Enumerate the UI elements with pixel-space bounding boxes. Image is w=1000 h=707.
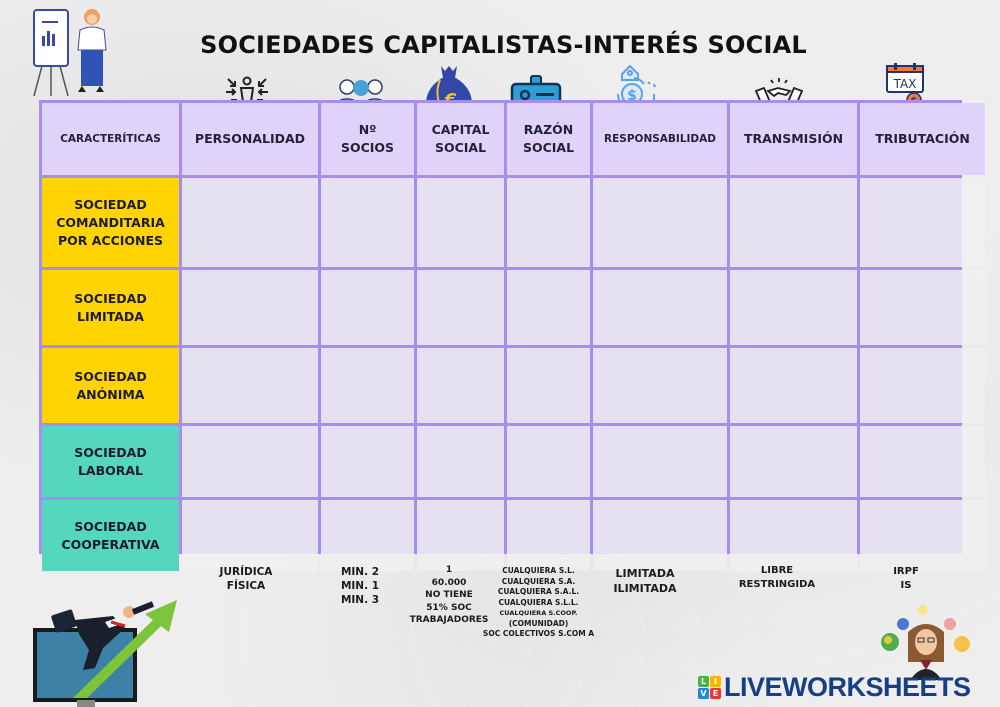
drop-cell-limitada-socios[interactable] bbox=[321, 270, 414, 345]
header-num-socios: Nº SOCIOS bbox=[321, 103, 414, 175]
drop-cell-laboral-responsabilidad[interactable] bbox=[593, 426, 727, 497]
row-label-cooperativa: SOCIEDAD COOPERATIVA bbox=[42, 500, 179, 571]
answer-item[interactable]: SOC COLECTIVOS S.COM A bbox=[482, 629, 595, 638]
drop-cell-limitada-razon[interactable] bbox=[507, 270, 590, 345]
drop-cell-comanditaria-personalidad[interactable] bbox=[182, 178, 318, 267]
drop-cell-laboral-transmision[interactable] bbox=[730, 426, 857, 497]
businessman-growth-illustration bbox=[33, 598, 181, 707]
answer-item[interactable]: (COMUNIDAD) bbox=[508, 618, 569, 628]
answer-bank-razon: CUALQUIERA S.L. CUALQUIERA S.A. CUALQUIE… bbox=[476, 566, 601, 640]
header-razon-social: RAZÓN SOCIAL bbox=[507, 103, 590, 175]
answer-bank-responsabilidad: LIMITADA ILIMITADA bbox=[605, 566, 685, 596]
drop-cell-anonima-razon[interactable] bbox=[507, 348, 590, 423]
header-capital-social: CAPITAL SOCIAL bbox=[417, 103, 504, 175]
answer-item[interactable]: MIN. 1 bbox=[340, 580, 380, 592]
drop-cell-anonima-capital[interactable] bbox=[417, 348, 504, 423]
answer-item[interactable]: NO TIENE bbox=[425, 590, 473, 600]
drop-cell-anonima-responsabilidad[interactable] bbox=[593, 348, 727, 423]
answer-item[interactable]: CUALQUIERA S.L. bbox=[502, 566, 575, 575]
drop-cell-comanditaria-tributacion[interactable] bbox=[860, 178, 985, 267]
drop-cell-laboral-socios[interactable] bbox=[321, 426, 414, 497]
header-personalidad: PERSONALIDAD bbox=[182, 103, 318, 175]
answer-item[interactable]: CUALQUIERA S.COOP. bbox=[499, 609, 578, 617]
answer-bank-socios: MIN. 2 MIN. 1 MIN. 3 bbox=[330, 565, 390, 607]
drop-cell-comanditaria-razon[interactable] bbox=[507, 178, 590, 267]
drop-cell-limitada-transmision[interactable] bbox=[730, 270, 857, 345]
drop-cell-cooperativa-capital[interactable] bbox=[417, 500, 504, 571]
answer-item[interactable]: CUALQUIERA S.L.L. bbox=[498, 597, 579, 607]
drop-cell-cooperativa-socios[interactable] bbox=[321, 500, 414, 571]
drop-cell-laboral-razon[interactable] bbox=[507, 426, 590, 497]
answer-item[interactable]: IS bbox=[900, 580, 912, 591]
answer-bank-tributacion: IRPF IS bbox=[886, 565, 926, 593]
drop-cell-laboral-capital[interactable] bbox=[417, 426, 504, 497]
answer-item[interactable]: LIMITADA bbox=[615, 567, 675, 580]
drop-cell-anonima-transmision[interactable] bbox=[730, 348, 857, 423]
drop-cell-anonima-tributacion[interactable] bbox=[860, 348, 985, 423]
drop-cell-comanditaria-socios[interactable] bbox=[321, 178, 414, 267]
answer-item[interactable]: FÍSICA bbox=[226, 580, 266, 592]
drop-cell-cooperativa-responsabilidad[interactable] bbox=[593, 500, 727, 571]
drop-cell-anonima-personalidad[interactable] bbox=[182, 348, 318, 423]
row-label-anonima: SOCIEDAD ANÓNIMA bbox=[42, 348, 179, 423]
answer-item[interactable]: ILIMITADA bbox=[613, 582, 677, 595]
row-label-laboral: SOCIEDAD LABORAL bbox=[42, 426, 179, 497]
answer-item[interactable]: 60.000 bbox=[431, 577, 467, 588]
drop-cell-cooperativa-transmision[interactable] bbox=[730, 500, 857, 571]
teacher-presentation-illustration bbox=[30, 4, 115, 97]
answer-item[interactable]: CUALQUIERA S.A.L. bbox=[497, 587, 580, 596]
answer-item[interactable]: 51% SOC bbox=[426, 602, 472, 613]
drop-cell-limitada-responsabilidad[interactable] bbox=[593, 270, 727, 345]
drop-cell-laboral-tributacion[interactable] bbox=[860, 426, 985, 497]
comparison-table: CARACTERÍTICAS PERSONALIDAD Nº SOCIOS CA… bbox=[39, 100, 985, 571]
drop-cell-limitada-capital[interactable] bbox=[417, 270, 504, 345]
answer-bank-capital: 1 60.000 NO TIENE 51% SOC TRABAJADORES bbox=[405, 564, 493, 627]
answer-item[interactable]: TRABAJADORES bbox=[409, 615, 489, 625]
header-caracteristicas: CARACTERÍTICAS bbox=[42, 103, 179, 175]
drop-cell-limitada-tributacion[interactable] bbox=[860, 270, 985, 345]
header-responsabilidad: RESPONSABILIDAD bbox=[593, 103, 727, 175]
live-badge-icon: L I V E bbox=[698, 676, 721, 699]
drop-cell-cooperativa-tributacion[interactable] bbox=[860, 500, 985, 571]
header-transmision: TRANSMISIÓN bbox=[730, 103, 857, 175]
answer-item[interactable]: LIBRE bbox=[760, 565, 794, 576]
drop-cell-comanditaria-responsabilidad[interactable] bbox=[593, 178, 727, 267]
answer-item[interactable]: MIN. 3 bbox=[340, 594, 380, 606]
answer-item[interactable]: CUALQUIERA S.A. bbox=[501, 576, 576, 586]
header-tributacion: TRIBUTACIÓN bbox=[860, 103, 985, 175]
row-label-comanditaria: SOCIEDAD COMANDITARIA POR ACCIONES bbox=[42, 178, 179, 267]
drop-cell-anonima-socios[interactable] bbox=[321, 348, 414, 423]
answer-item[interactable]: IRPF bbox=[893, 566, 919, 577]
liveworksheets-logo: L I V E LIVEWORKSHEETS bbox=[698, 672, 971, 703]
drop-cell-comanditaria-transmision[interactable] bbox=[730, 178, 857, 267]
answer-bank-personalidad: JURÍDICA FÍSICA bbox=[205, 565, 287, 593]
answer-item[interactable]: MIN. 2 bbox=[340, 566, 380, 578]
svg-text:$: $ bbox=[627, 88, 637, 104]
logo-text: LIVEWORKSHEETS bbox=[724, 672, 971, 702]
drop-cell-cooperativa-personalidad[interactable] bbox=[182, 500, 318, 571]
drop-cell-cooperativa-razon[interactable] bbox=[507, 500, 590, 571]
teacher-avatar-illustration bbox=[878, 602, 978, 680]
drop-cell-comanditaria-capital[interactable] bbox=[417, 178, 504, 267]
svg-text:TAX: TAX bbox=[893, 77, 917, 91]
answer-item[interactable]: 1 bbox=[445, 565, 453, 575]
answer-item[interactable]: JURÍDICA bbox=[219, 566, 273, 578]
answer-item[interactable]: RESTRINGIDA bbox=[738, 578, 816, 590]
drop-cell-limitada-personalidad[interactable] bbox=[182, 270, 318, 345]
answer-bank-transmision: LIBRE RESTRINGIDA bbox=[735, 564, 819, 591]
row-label-limitada: SOCIEDAD LIMITADA bbox=[42, 270, 179, 345]
page-title: SOCIEDADES CAPITALISTAS-INTERÉS SOCIAL bbox=[200, 31, 807, 59]
drop-cell-laboral-personalidad[interactable] bbox=[182, 426, 318, 497]
